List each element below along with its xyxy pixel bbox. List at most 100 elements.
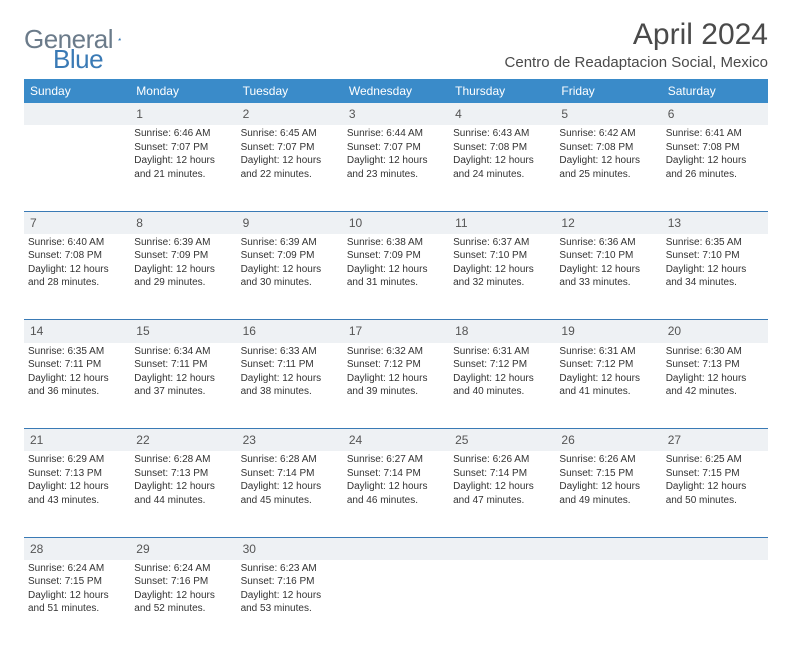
d2-text: and 44 minutes. [134,494,232,508]
week-row: Sunrise: 6:35 AMSunset: 7:11 PMDaylight:… [24,343,768,429]
day-cell: Sunrise: 6:33 AMSunset: 7:11 PMDaylight:… [237,343,343,429]
sunrise-text: Sunrise: 6:26 AM [559,453,657,467]
header: General April 2024 Centro de Readaptacio… [24,18,768,71]
logo-text-blue-wrap: Blue [53,44,103,75]
day-cell: Sunrise: 6:23 AMSunset: 7:16 PMDaylight:… [237,560,343,646]
sunset-text: Sunset: 7:16 PM [134,575,232,589]
sunset-text: Sunset: 7:11 PM [134,358,232,372]
sunrise-text: Sunrise: 6:24 AM [134,562,232,576]
d2-text: and 34 minutes. [666,276,764,290]
day-number: 22 [130,429,236,452]
d1-text: Daylight: 12 hours [666,372,764,386]
day-cell: Sunrise: 6:46 AMSunset: 7:07 PMDaylight:… [130,125,236,211]
sunrise-text: Sunrise: 6:30 AM [666,345,764,359]
day-cell [555,560,661,646]
day-cell: Sunrise: 6:36 AMSunset: 7:10 PMDaylight:… [555,234,661,320]
day-number: 18 [449,320,555,343]
d2-text: and 32 minutes. [453,276,551,290]
day-number: 29 [130,537,236,560]
day-cell: Sunrise: 6:28 AMSunset: 7:13 PMDaylight:… [130,451,236,537]
sunrise-text: Sunrise: 6:41 AM [666,127,764,141]
day-number: 5 [555,103,661,125]
d1-text: Daylight: 12 hours [559,263,657,277]
d1-text: Daylight: 12 hours [347,372,445,386]
day-cell: Sunrise: 6:45 AMSunset: 7:07 PMDaylight:… [237,125,343,211]
day-number: 13 [662,211,768,234]
sunrise-text: Sunrise: 6:40 AM [28,236,126,250]
daynum-row: 21222324252627 [24,429,768,452]
title-block: April 2024 Centro de Readaptacion Social… [505,18,768,71]
sunset-text: Sunset: 7:08 PM [453,141,551,155]
sunset-text: Sunset: 7:10 PM [666,249,764,263]
sunrise-text: Sunrise: 6:28 AM [241,453,339,467]
sunset-text: Sunset: 7:08 PM [28,249,126,263]
sunrise-text: Sunrise: 6:39 AM [134,236,232,250]
sunset-text: Sunset: 7:12 PM [347,358,445,372]
day-cell: Sunrise: 6:39 AMSunset: 7:09 PMDaylight:… [237,234,343,320]
daynum-row: 282930 [24,537,768,560]
d2-text: and 21 minutes. [134,168,232,182]
sunset-text: Sunset: 7:11 PM [28,358,126,372]
d1-text: Daylight: 12 hours [134,372,232,386]
d1-text: Daylight: 12 hours [453,263,551,277]
d2-text: and 46 minutes. [347,494,445,508]
d2-text: and 45 minutes. [241,494,339,508]
d2-text: and 30 minutes. [241,276,339,290]
sunset-text: Sunset: 7:12 PM [453,358,551,372]
day-cell [24,125,130,211]
sunset-text: Sunset: 7:09 PM [134,249,232,263]
day-cell: Sunrise: 6:41 AMSunset: 7:08 PMDaylight:… [662,125,768,211]
sunrise-text: Sunrise: 6:36 AM [559,236,657,250]
d2-text: and 41 minutes. [559,385,657,399]
calendar-table: Sunday Monday Tuesday Wednesday Thursday… [24,79,768,646]
day-number: 21 [24,429,130,452]
d1-text: Daylight: 12 hours [347,154,445,168]
day-number: 20 [662,320,768,343]
day-cell [449,560,555,646]
daynum-row: 78910111213 [24,211,768,234]
sunset-text: Sunset: 7:14 PM [241,467,339,481]
sunrise-text: Sunrise: 6:43 AM [453,127,551,141]
d2-text: and 40 minutes. [453,385,551,399]
d1-text: Daylight: 12 hours [453,154,551,168]
sunset-text: Sunset: 7:07 PM [134,141,232,155]
sunset-text: Sunset: 7:15 PM [559,467,657,481]
d1-text: Daylight: 12 hours [134,589,232,603]
sunset-text: Sunset: 7:13 PM [134,467,232,481]
day-number [555,537,661,560]
day-cell [662,560,768,646]
d2-text: and 47 minutes. [453,494,551,508]
d1-text: Daylight: 12 hours [241,589,339,603]
day-number: 19 [555,320,661,343]
day-cell: Sunrise: 6:37 AMSunset: 7:10 PMDaylight:… [449,234,555,320]
day-cell: Sunrise: 6:44 AMSunset: 7:07 PMDaylight:… [343,125,449,211]
d1-text: Daylight: 12 hours [28,589,126,603]
d2-text: and 38 minutes. [241,385,339,399]
d1-text: Daylight: 12 hours [134,480,232,494]
sunrise-text: Sunrise: 6:31 AM [559,345,657,359]
d1-text: Daylight: 12 hours [28,480,126,494]
day-cell [343,560,449,646]
sunrise-text: Sunrise: 6:44 AM [347,127,445,141]
day-number: 26 [555,429,661,452]
sunrise-text: Sunrise: 6:31 AM [453,345,551,359]
day-number: 12 [555,211,661,234]
d1-text: Daylight: 12 hours [241,480,339,494]
day-number: 16 [237,320,343,343]
day-number: 14 [24,320,130,343]
d2-text: and 28 minutes. [28,276,126,290]
d2-text: and 31 minutes. [347,276,445,290]
sunrise-text: Sunrise: 6:35 AM [666,236,764,250]
d2-text: and 42 minutes. [666,385,764,399]
d2-text: and 43 minutes. [28,494,126,508]
day-number: 23 [237,429,343,452]
d1-text: Daylight: 12 hours [28,263,126,277]
day-cell: Sunrise: 6:30 AMSunset: 7:13 PMDaylight:… [662,343,768,429]
sunset-text: Sunset: 7:10 PM [559,249,657,263]
day-number: 28 [24,537,130,560]
week-row: Sunrise: 6:24 AMSunset: 7:15 PMDaylight:… [24,560,768,646]
sunrise-text: Sunrise: 6:28 AM [134,453,232,467]
d2-text: and 26 minutes. [666,168,764,182]
day-cell: Sunrise: 6:26 AMSunset: 7:14 PMDaylight:… [449,451,555,537]
d1-text: Daylight: 12 hours [241,154,339,168]
